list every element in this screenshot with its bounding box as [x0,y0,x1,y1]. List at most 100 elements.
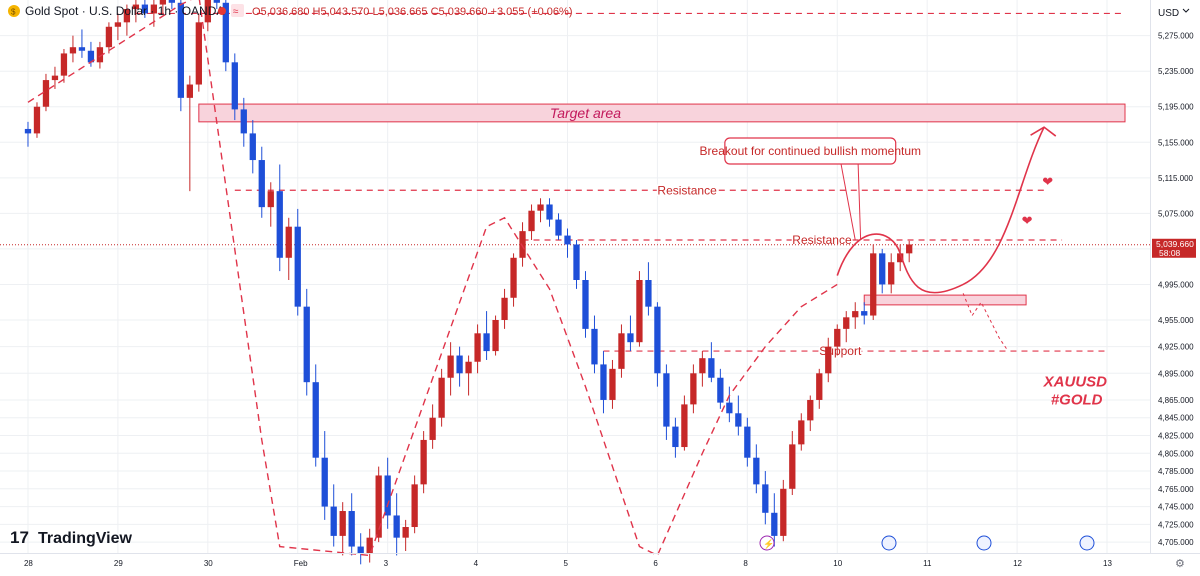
gold-coin-glyph: $ [11,8,16,17]
candle-body [33,106,41,134]
candle-body [87,50,95,63]
candle-body [699,358,706,374]
candle-body [717,377,724,403]
time-tick-label: 29 [114,559,123,568]
candle-body [582,280,589,329]
price-tick-label: 4,725.000 [1158,520,1194,529]
candle-body [204,0,211,23]
candle-body [321,457,328,507]
candle-body [366,537,373,554]
tradingview-logo-text: TradingView [38,530,133,547]
settings-gear-icon[interactable]: ⚙ [1175,558,1185,570]
candle-body [105,26,113,48]
time-tick-label: 4 [474,559,479,568]
chevron-down-icon[interactable] [1182,8,1190,13]
breakout-callout-text: Breakout for continued bullish momentum [700,144,921,158]
candle-body [825,346,832,374]
candle-body [42,80,50,107]
time-tick-label: 30 [204,559,213,568]
candle-body [708,358,715,378]
price-tick-label: 4,745.000 [1158,503,1194,512]
candle-body [465,361,472,374]
candle-body [681,404,688,448]
target-area-label: Target area [550,105,621,121]
candle-body [618,333,625,369]
candle-body [852,311,859,318]
candle-body [834,328,841,347]
breakout-callout-box [724,137,897,165]
tradingview-logo[interactable]: 17 TradingView [10,528,133,547]
candle-body [249,133,256,161]
candle-body [483,333,490,352]
candle-body [312,382,319,458]
candle-body [843,317,850,329]
price-tick-label: 4,785.000 [1158,467,1194,476]
candle-body [60,53,68,76]
current-price-badge: 5,039.660 58:08 [1152,238,1196,258]
candle-body [384,475,391,516]
candle-body [609,368,616,400]
heart-icon: ❤ [1022,213,1033,228]
candle-body [357,546,364,554]
candle-body [402,527,409,538]
callout-pointer [840,163,856,241]
hashtag-annotation: #GOLD [1051,392,1103,409]
candle-body [114,22,122,27]
time-tick-label: 28 [24,559,33,568]
candle-body [213,0,220,3]
candle-body [447,355,454,378]
price-tick-label: 4,825.000 [1158,431,1194,440]
us-flag-event-icon[interactable] [1079,535,1095,551]
price-tick-label: 4,995.000 [1158,280,1194,289]
candle-body [762,484,769,513]
candle-body [141,4,149,14]
swing-structure-path [27,0,838,557]
price-axis[interactable]: USD 5,275.000 5,235.000 5,195.000 5,155.000… [1150,0,1195,553]
candle-body [744,426,751,458]
symbol-legend[interactable]: $ Gold Spot · U.S. Dollar · 1h · OANDA ≈… [8,4,572,18]
price-tick-label: 5,155.000 [1158,138,1194,147]
candle-body [888,262,895,285]
candle-body [276,191,283,258]
event-markers[interactable]: ⚡ [759,535,1095,551]
us-flag-event-icon[interactable] [881,535,897,551]
price-tick-label: 5,195.000 [1158,103,1194,112]
candle-body [492,319,499,352]
candle-body [285,226,292,258]
candle-body [294,226,301,307]
price-tick-label: 4,805.000 [1158,449,1194,458]
indicator-toggle-icon[interactable] [231,4,244,17]
candle-body [537,204,544,211]
symbol-annotation: XAUUSD [1043,374,1108,391]
tradingview-logo-mark: 17 [10,528,29,547]
candle-body [168,0,176,3]
candle-body [339,511,346,536]
candle-body [438,377,445,418]
candle-body [474,333,481,362]
candle-body [672,426,679,448]
candle-body [96,47,104,63]
candle-body [177,2,184,98]
candles-layer [24,0,913,565]
us-flag-event-icon[interactable] [976,535,992,551]
candle-body [654,306,661,374]
projected-bullish-path [836,126,1045,294]
candle-body [510,257,517,298]
bar-countdown: 58:08 [1159,248,1181,258]
candle-body [636,280,643,343]
current-price-badge-bg [1152,238,1196,258]
candle-body [771,512,778,536]
candle-body [528,210,535,232]
price-tick-label: 4,865.000 [1158,396,1194,405]
candle-body [879,253,886,285]
time-tick-label: 11 [923,559,932,568]
candle-body [645,280,652,307]
zones-layer: Target area [198,103,1126,306]
time-axis[interactable]: ⚙ 28 29 30 Feb 3 4 5 6 8 10 11 12 13 [0,553,1200,571]
earnings-event-icon[interactable] [759,535,775,551]
alternative-path [962,293,1009,352]
candle-body [735,413,742,427]
time-tick-label: 10 [833,559,842,568]
candle-body [123,9,131,23]
